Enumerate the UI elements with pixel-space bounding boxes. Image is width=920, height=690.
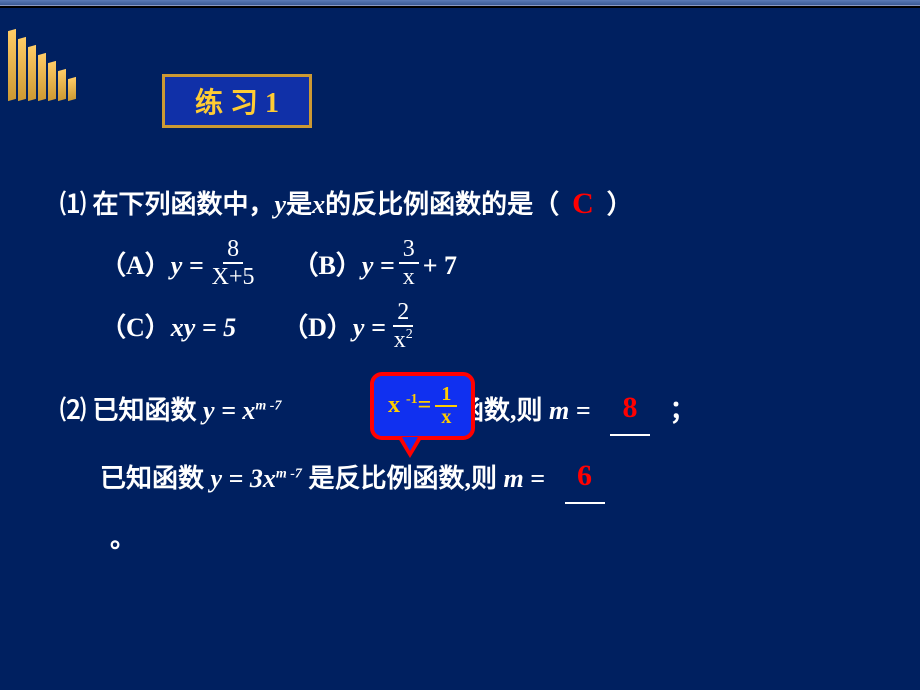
- callout-num: 1: [435, 384, 457, 407]
- q1-text-before: 在下列函数中，: [93, 190, 275, 219]
- opt-a-den: X+5: [208, 264, 259, 290]
- q2-expr2: y = 3xm -7: [211, 464, 302, 493]
- q2-expr1: y = xm -7: [203, 396, 281, 425]
- q1-text-mid: 是: [286, 190, 312, 219]
- callout-base: x: [388, 392, 400, 418]
- option-a-frac: 8 X+5: [208, 236, 259, 291]
- opt-d-num: 2: [393, 299, 413, 327]
- option-c-expr: xy = 5: [171, 307, 236, 349]
- question-2-part2: 已知函数 y = 3xm -7 是反比例函数,则 m = 6: [100, 454, 880, 504]
- question-2-part1: ⑵ 已知函数 y = xm -7 x -1 = 1 x 函数,则 m = 8 ；: [60, 386, 880, 436]
- content-area: ⑴ 在下列函数中，y是x的反比例函数的是（ C ） （A） y = 8 X+5 …: [60, 180, 880, 559]
- option-c-label: （C）: [100, 307, 171, 349]
- callout-tail-inner: [402, 437, 418, 451]
- opt-d-den: x2: [390, 327, 417, 353]
- callout-box: x -1 = 1 x: [370, 372, 475, 440]
- q2-text2: 已知函数: [100, 464, 204, 493]
- callout-lhs: x -1: [388, 386, 418, 424]
- option-b-label: （B）: [293, 245, 362, 287]
- options-row-1: （A） y = 8 X+5 （B） y = 3 x + 7: [60, 238, 880, 293]
- q1-text-after: 的反比例函数的是（: [325, 190, 559, 219]
- q2-expr1-lhs: y = x: [203, 396, 255, 425]
- q2-text2-mid: 是反比例函数,则: [308, 464, 497, 493]
- q2-mvar: m =: [549, 396, 591, 425]
- option-b-lhs: y =: [362, 245, 395, 287]
- opt-d-den-base: x: [394, 327, 406, 353]
- opt-b-num: 3: [399, 236, 419, 264]
- option-d-frac: 2 x2: [390, 299, 417, 354]
- q2-mvar2: m =: [503, 464, 545, 493]
- option-b-frac: 3 x: [399, 236, 419, 291]
- question-1: ⑴ 在下列函数中，y是x的反比例函数的是（ C ）: [60, 180, 880, 228]
- hint-callout: x -1 = 1 x: [370, 372, 475, 440]
- option-a-label: （A）: [100, 245, 171, 287]
- q1-answer: C: [572, 187, 594, 220]
- top-bar-shadow: [0, 6, 920, 8]
- period: 。: [110, 518, 880, 560]
- q2-blank1: 8: [610, 386, 650, 436]
- q2-number: ⑵: [60, 396, 86, 425]
- q2-ans2: 6: [577, 459, 592, 492]
- q2-blank2: 6: [565, 454, 605, 504]
- option-a-lhs: y =: [171, 245, 204, 287]
- q2-expr2-lhs: y = 3x: [211, 464, 276, 493]
- callout-frac: 1 x: [435, 384, 457, 428]
- q1-var-x: x: [312, 190, 325, 219]
- opt-d-den-exp: 2: [406, 327, 413, 342]
- option-b-tail: + 7: [423, 245, 457, 287]
- option-d-lhs: y =: [353, 307, 386, 349]
- q1-var-y: y: [275, 190, 287, 219]
- title-box: 练 习 1: [162, 74, 312, 128]
- option-d-label: （D）: [282, 307, 353, 349]
- q1-number: ⑴: [60, 190, 86, 219]
- q2-exp2: m -7: [276, 466, 302, 481]
- decorative-stripes: [8, 30, 78, 105]
- q2-ans1: 8: [623, 391, 638, 424]
- options-row-2: （C） xy = 5 （D） y = 2 x2: [60, 301, 880, 356]
- q2-text1: 已知函数: [93, 396, 197, 425]
- callout-eq: =: [418, 386, 432, 424]
- callout-exp: -1: [406, 392, 418, 407]
- q1-paren-close: ）: [607, 190, 633, 219]
- q2-exp1: m -7: [255, 398, 281, 413]
- q2-semicolon: ；: [670, 396, 696, 425]
- opt-b-den: x: [399, 264, 419, 290]
- opt-a-num: 8: [223, 236, 243, 264]
- callout-den: x: [435, 407, 457, 428]
